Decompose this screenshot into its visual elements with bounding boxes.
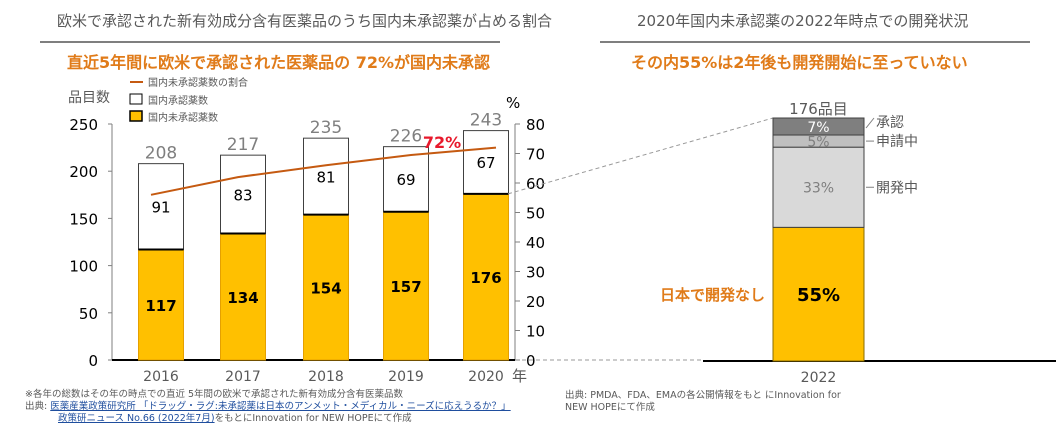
x-tick-label: 2016	[143, 369, 179, 385]
legend-swatch-unapproved	[129, 110, 143, 122]
left-chart-axes: 0 50 100 150 200 250 0 10 20 30 40 50 60 70 80 品目数 % 年	[68, 90, 545, 385]
source-suffix: をもとにInnovation for NEW HOPEにて作成	[214, 413, 412, 424]
total-label: 217	[227, 135, 259, 155]
total-label: 235	[310, 118, 342, 138]
y2-tick-label: 10	[526, 323, 545, 341]
unapproved-value-label: 117	[145, 297, 176, 315]
y2-tick-label: 60	[526, 175, 545, 193]
footnote: ※各年の総数はその年の時点での直近 5年間の欧米で承認された新有効成分含有医薬品…	[25, 389, 404, 400]
right-panel-title: 2020年国内未承認薬の2022年時点での開発状況	[637, 12, 969, 30]
bar-approved	[463, 130, 509, 195]
source-right-2: NEW HOPEにて作成	[565, 402, 655, 413]
unapproved-value-label: 154	[310, 279, 341, 297]
y2-axis-title: %	[506, 94, 520, 112]
left-chart-bars	[138, 130, 509, 361]
approved-value-label: 67	[476, 154, 495, 172]
callout-label: 申請中	[876, 134, 918, 150]
segment-label: 55%	[797, 285, 840, 306]
y2-tick-label: 80	[526, 116, 545, 134]
segment-label: 7%	[807, 120, 829, 136]
unapproved-value-label: 176	[470, 269, 501, 287]
right-x-tick-label: 2022	[801, 370, 837, 386]
y-tick-label: 200	[69, 163, 98, 181]
y2-tick-label: 0	[526, 352, 536, 370]
ratio-line	[150, 146, 497, 196]
legend-label-approved: 国内承認薬数	[148, 94, 208, 107]
source-prefix: 出典:	[25, 401, 48, 412]
bar-unapproved	[220, 233, 266, 361]
callout-label: 承認	[876, 115, 904, 131]
approved-value-label: 69	[396, 171, 415, 189]
callout-label: 開発中	[876, 180, 918, 196]
y-tick-label: 0	[88, 352, 98, 370]
source-link-1[interactable]: 医薬産業政策研究所 「ドラッグ・ラグ:未承認薬は日本のアンメット・メディカル・ニ…	[50, 401, 511, 412]
unapproved-value-label: 134	[227, 289, 258, 307]
callout-line	[865, 117, 875, 129]
total-label: 243	[470, 111, 502, 131]
y2-tick-label: 70	[526, 146, 545, 164]
legend-label-unapproved: 国内未承認薬数	[148, 111, 218, 124]
source-link-2[interactable]: 政策研ニュース No.66 (2022年7月)	[58, 413, 215, 424]
right-total-label: 176品目	[789, 100, 848, 118]
left-chart-labels: 117 91 208 2016 134 83 217 2017 154 81 235 2018 157 6…	[143, 111, 504, 385]
connector-top	[507, 117, 774, 195]
bar-unapproved	[463, 193, 509, 361]
total-label: 208	[145, 144, 177, 164]
y2-tick-label: 50	[526, 205, 545, 223]
legend-swatch-approved	[129, 93, 143, 105]
y-tick-label: 250	[69, 116, 98, 134]
left-headline: 直近5年間に欧米で承認された医薬品の 72%が国内未承認	[67, 53, 491, 72]
ratio-annotation: 72%	[423, 133, 461, 152]
segment-label: 5%	[807, 134, 829, 150]
y-tick-label: 100	[69, 258, 98, 276]
total-label: 226	[390, 127, 422, 147]
bar-unapproved	[138, 249, 184, 361]
x-tick-label: 2017	[225, 369, 261, 385]
x-tick-label: 2019	[388, 369, 424, 385]
source-left-line2: 政策研ニュース No.66 (2022年7月)をもとにInnovation fo…	[58, 413, 412, 425]
no-development-label: 日本で開発なし	[660, 286, 765, 304]
segment-4	[772, 117, 865, 136]
legend-label-ratio: 国内未承認薬数の割合	[148, 76, 248, 89]
left-panel-title: 欧米で承認された新有効成分含有医薬品のうち国内未承認薬が占める割合	[57, 12, 553, 30]
y2-tick-label: 40	[526, 234, 545, 252]
right-title-divider	[600, 41, 1030, 43]
approved-value-label: 81	[316, 168, 335, 186]
left-chart-line: 72%	[150, 133, 497, 196]
y-tick-label: 50	[79, 305, 98, 323]
bar-unapproved	[383, 211, 429, 361]
source-left: 出典: 医薬産業政策研究所 「ドラッグ・ラグ:未承認薬は日本のアンメット・メディ…	[25, 401, 511, 413]
connector-lines	[507, 117, 774, 361]
y2-tick-label: 30	[526, 264, 545, 282]
bar-approved	[303, 137, 349, 216]
approved-value-label: 91	[151, 199, 170, 217]
x-axis-title: 年	[512, 367, 527, 385]
bar-approved	[220, 154, 266, 235]
x-tick-label: 2018	[308, 369, 344, 385]
left-title-divider	[40, 41, 500, 43]
approved-value-label: 83	[233, 186, 252, 204]
y-axis-title: 品目数	[68, 90, 110, 106]
x-tick-label: 2020	[468, 369, 504, 385]
source-right-1: 出典: PMDA、FDA、EMAの各公開情報をもと にInnovation fo…	[565, 390, 841, 401]
bar-approved	[138, 163, 184, 251]
right-headline: その内55%は2年後も開発開始に至っていない	[631, 53, 968, 72]
y2-tick-label: 20	[526, 293, 545, 311]
segment-label: 33%	[803, 181, 834, 197]
bar-unapproved	[303, 214, 349, 361]
y-tick-label: 150	[69, 210, 98, 228]
unapproved-value-label: 157	[390, 278, 421, 296]
